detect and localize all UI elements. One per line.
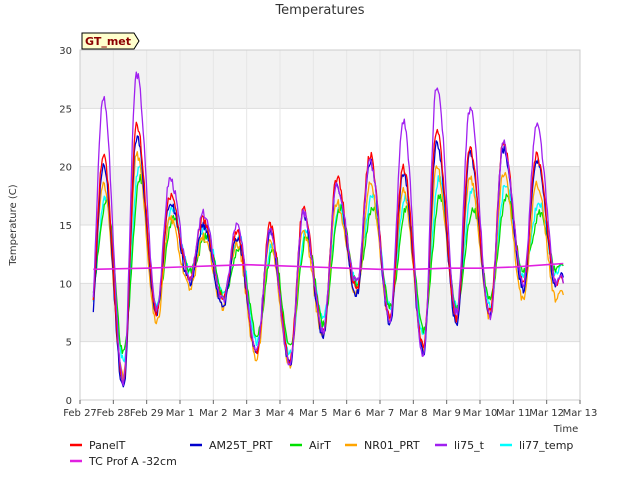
legend-label: li75_t — [454, 439, 485, 452]
series-layer — [92, 71, 564, 388]
y-tick-label: 20 — [59, 163, 72, 174]
y-tick-label: 30 — [59, 46, 72, 57]
y-tick-label: 25 — [59, 104, 72, 115]
series-line-tc-prof-a-32cm — [93, 262, 564, 271]
legend-label: TC Prof A -32cm — [88, 455, 177, 468]
y-tick-label: 15 — [59, 221, 72, 232]
legend-label: AM25T_PRT — [209, 439, 273, 452]
chart-title: Temperatures — [274, 3, 364, 18]
x-tick-label: Feb 29 — [130, 408, 164, 419]
legend: PanelT AM25T_PRT AirT NR01_PRT li75_t li77_te… — [70, 439, 573, 468]
background-band — [80, 50, 580, 109]
series-line-li75-t — [92, 71, 564, 386]
x-tick-label: Mar 11 — [496, 408, 531, 419]
station-tag: GT_met — [81, 32, 140, 50]
plot-frame — [79, 49, 581, 401]
legend-label: li77_temp — [519, 439, 573, 452]
x-axis-title: Time — [553, 424, 578, 435]
x-tick-label: Feb 27 — [63, 408, 97, 419]
y-axis-ticks: 0 5 10 15 20 25 30 — [59, 46, 72, 407]
x-tick-label: Mar 13 — [563, 408, 598, 419]
x-tick-label: Mar 5 — [299, 408, 327, 419]
x-tick-label: Feb 28 — [97, 408, 131, 419]
x-axis-ticks: Feb 27 Feb 28 Feb 29 Mar 1 Mar 2 Mar 3 Mar 4 Ma… — [63, 400, 597, 419]
y-tick-label: 10 — [59, 279, 72, 290]
x-tick-label: Mar 4 — [266, 408, 294, 419]
legend-label: AirT — [309, 439, 331, 452]
x-tick-label: Mar 6 — [332, 408, 360, 419]
background-band — [80, 166, 580, 225]
station-tag-box — [81, 32, 140, 50]
y-axis-title: Temperature (C) — [8, 184, 19, 266]
y-tick-label: 0 — [66, 396, 72, 407]
x-tick-label: Mar 9 — [432, 408, 460, 419]
x-tick-label: Mar 10 — [463, 408, 498, 419]
x-tick-label: Mar 1 — [166, 408, 194, 419]
x-tick-label: Mar 3 — [232, 408, 260, 419]
legend-label: NR01_PRT — [364, 439, 420, 452]
x-tick-label: Mar 2 — [199, 408, 227, 419]
x-tick-label: Mar 7 — [366, 408, 394, 419]
series-line-panelt — [92, 121, 564, 384]
x-tick-label: Mar 8 — [399, 408, 427, 419]
station-tag-label: GT_met — [85, 35, 131, 48]
legend-label: PanelT — [89, 439, 126, 452]
background-band — [80, 283, 580, 342]
y-tick-label: 5 — [66, 338, 72, 349]
plot-background-bands — [80, 50, 580, 342]
x-tick-label: Mar 12 — [529, 408, 564, 419]
